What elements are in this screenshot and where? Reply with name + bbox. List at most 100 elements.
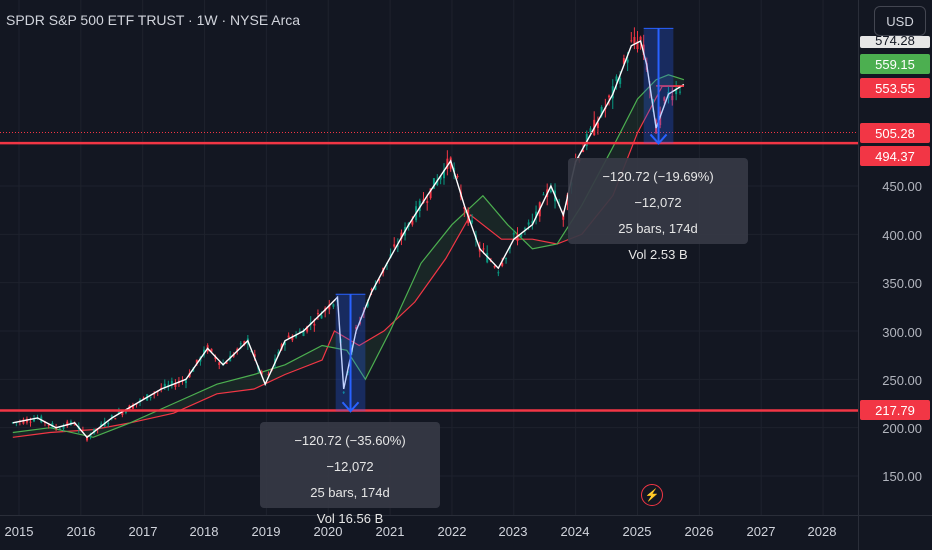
candle-body [366,302,369,307]
candle-body [302,331,305,337]
candle-body [429,188,432,199]
candle-body [442,169,445,179]
measure-bars: 25 bars, 174d [310,485,390,500]
candle-body [174,383,177,388]
candle-body [535,211,538,219]
candle-body [355,327,358,330]
candle-body [47,424,50,426]
candle-body [549,190,552,193]
flash-icon[interactable]: ⚡ [641,484,663,506]
candle-body [225,362,228,364]
candle-body [527,222,530,225]
x-tick-label: 2021 [375,524,405,539]
price-line [12,39,685,439]
y-tick-label: 150.00 [882,469,922,484]
candle-body [582,149,585,153]
candle-body [107,423,110,425]
candle-body [283,342,286,346]
candle-body [29,421,32,423]
candle-body [463,206,466,209]
candle-body [531,221,534,224]
candle-body [163,383,166,388]
candle-body [486,252,489,263]
candle-body [298,331,301,333]
candle-body [86,436,89,441]
candle-body [110,415,113,417]
candle-body [611,86,614,99]
y-tick-label: 200.00 [882,421,922,436]
y-tick-label: 450.00 [882,179,922,194]
currency-button[interactable]: USD [874,6,926,36]
candle-body [456,175,459,178]
candle-body [114,418,117,420]
price-tag-red-1: 553.55 [860,78,930,98]
candle-body [671,95,674,101]
price-tag-red-3: 494.37 [860,146,930,166]
candle-body [239,343,242,345]
candle-body [600,106,603,116]
candle-body [523,228,526,230]
x-tick-label: 2023 [498,524,528,539]
candle-body [663,97,666,101]
candle-body [287,335,290,338]
candle-body [436,179,439,185]
candle-body [400,232,403,239]
price-tag-red-4: 217.79 [860,400,930,420]
candle-body [633,37,636,45]
candle-body [505,258,508,260]
candle-body [642,44,645,55]
candle-body [439,176,442,180]
candle-body [520,233,523,237]
candle-body [542,194,545,196]
candle-body [153,393,156,395]
candle-body [184,380,187,384]
x-tick-label: 2019 [251,524,281,539]
measure-volume: Vol 2.53 B [628,247,688,262]
candle-body [320,315,323,319]
measure-2020-arrow-head [341,401,360,413]
candle-body [370,289,373,291]
candle-body [81,429,84,431]
candle-body [313,323,316,326]
candle-body [626,59,629,63]
candle-body [608,95,611,98]
candle-body [89,435,92,437]
candle-body [192,368,195,372]
price-tag-green: 559.15 [860,54,930,74]
y-tick-label: 250.00 [882,373,922,388]
candle-body [306,326,309,332]
measure-change: −120.72 (−35.60%) −12,072 [294,433,406,474]
y-tick-label: 350.00 [882,276,922,291]
price-tag-red-2: 505.28 [860,123,930,143]
candle-body [328,304,331,310]
x-tick-label: 2027 [746,524,776,539]
candle-body [596,122,599,128]
candle-body [493,266,496,268]
candle-body [589,128,592,133]
candle-body [512,233,515,235]
x-tick-label: 2020 [313,524,343,539]
candle-body [393,244,396,247]
candle-body [675,88,678,95]
candle-body [218,362,221,366]
cloud-green-line [12,74,685,438]
x-tick-label: 2018 [189,524,219,539]
measure-bars: 25 bars, 174d [618,221,698,236]
candle-body [497,272,500,274]
candle-body [501,262,504,266]
candle-body [66,421,69,426]
candle-body [195,359,198,364]
candle-body [11,422,14,424]
candle-body [22,419,25,424]
candle-body [316,313,319,315]
candle-body [73,424,76,426]
candle-body [117,411,120,414]
x-tick-label: 2016 [66,524,96,539]
measure-tooltip-2025: −120.72 (−19.69%) −12,072 25 bars, 174d … [568,158,748,262]
candle-body [131,404,134,409]
candle-body [62,426,65,429]
measure-change: −120.72 (−19.69%) −12,072 [602,169,714,210]
x-tick-label: 2017 [128,524,158,539]
candle-body [615,76,618,82]
